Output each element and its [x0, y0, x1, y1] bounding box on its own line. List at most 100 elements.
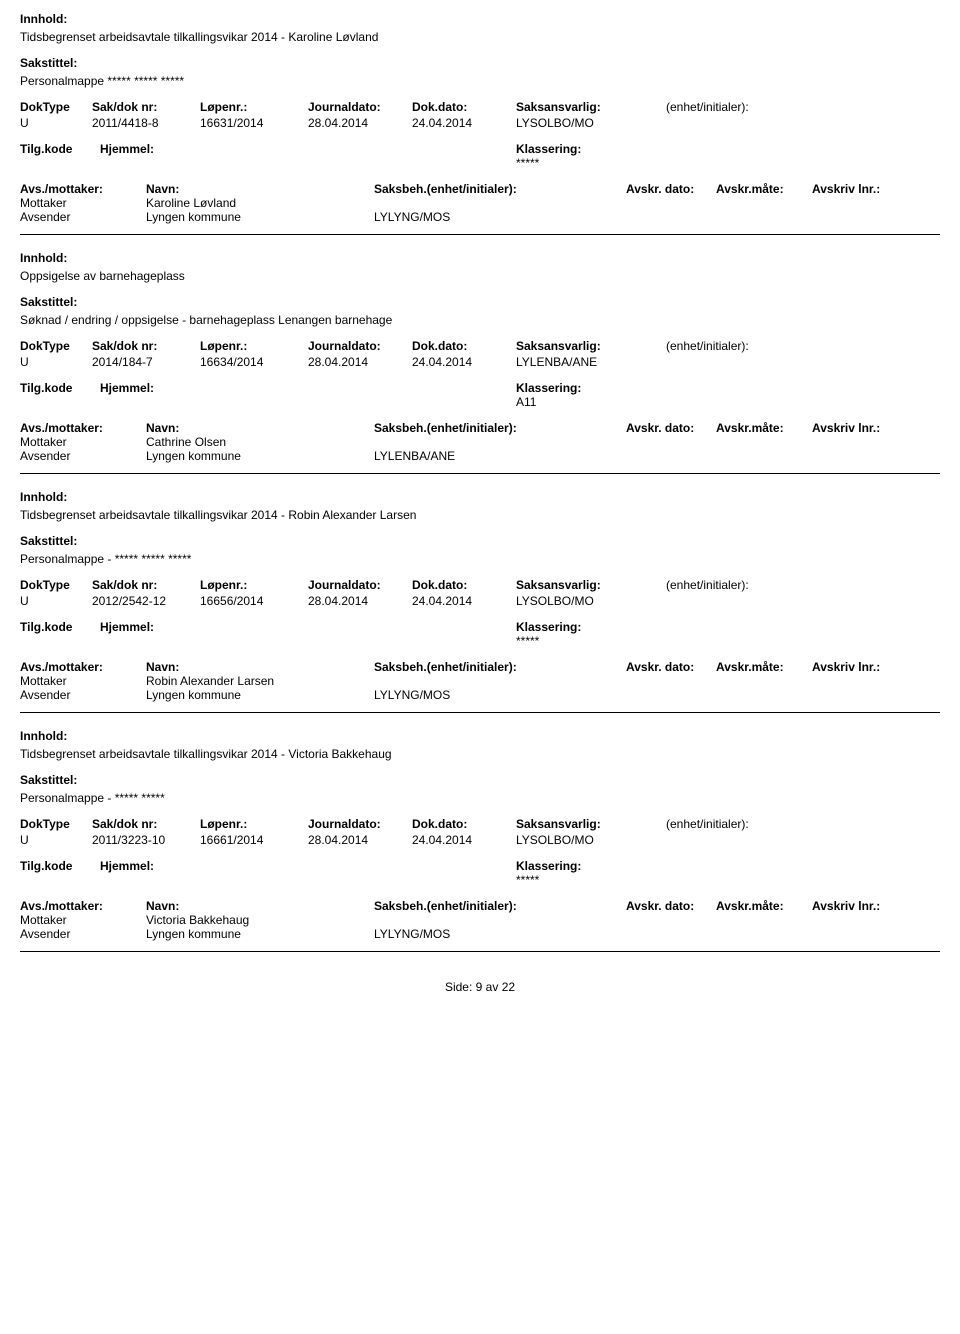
record: Innhold: Oppsigelse av barnehageplass Sa…	[20, 251, 940, 474]
enhet-label: (enhet/initialer):	[666, 817, 940, 831]
class-header-row: Tilg.kode Hjemmel: Klassering:	[20, 620, 940, 634]
tilgkode-value	[20, 395, 100, 409]
navn-label: Navn:	[146, 660, 374, 674]
avskrdato-label: Avskr. dato:	[626, 182, 716, 196]
record: Innhold: Tidsbegrenset arbeidsavtale til…	[20, 490, 940, 713]
sakstittel-value: Personalmappe - ***** ***** *****	[20, 552, 940, 566]
saksansvarlig-value: LYLENBA/ANE	[516, 355, 666, 369]
tilgkode-label: Tilg.kode	[20, 142, 100, 156]
doktype-label: DokType	[20, 339, 92, 353]
avskrivlnr-label: Avskriv lnr.:	[812, 421, 940, 435]
avskrivlnr-label: Avskriv lnr.:	[812, 660, 940, 674]
avsmottaker-label: Avs./mottaker:	[20, 182, 146, 196]
sakstittel-value: Personalmappe - ***** *****	[20, 791, 940, 805]
journaldato-value: 28.04.2014	[308, 594, 412, 608]
sakdok-label: Sak/dok nr:	[92, 100, 200, 114]
avsender-row: Avsender Lyngen kommune LYLYNG/MOS	[20, 927, 940, 941]
saksansvarlig-value: LYSOLBO/MO	[516, 116, 666, 130]
mottaker-role: Mottaker	[20, 196, 146, 210]
sakdok-value: 2011/3223-10	[92, 833, 200, 847]
hjemmel-label: Hjemmel:	[100, 381, 200, 395]
party-header-row: Avs./mottaker: Navn: Saksbeh.(enhet/init…	[20, 182, 940, 196]
saksansvarlig-value: LYSOLBO/MO	[516, 594, 666, 608]
klassering-label: Klassering:	[516, 381, 656, 395]
navn-label: Navn:	[146, 421, 374, 435]
journaldato-value: 28.04.2014	[308, 116, 412, 130]
avsender-code: LYLYNG/MOS	[374, 688, 626, 702]
avsender-code: LYLYNG/MOS	[374, 927, 626, 941]
footer-sep: av	[486, 980, 499, 994]
innhold-label: Innhold:	[20, 251, 940, 265]
hjemmel-label: Hjemmel:	[100, 142, 200, 156]
mottaker-navn: Robin Alexander Larsen	[146, 674, 374, 688]
enhet-value	[666, 833, 940, 847]
avskrdato-label: Avskr. dato:	[626, 660, 716, 674]
innhold-value: Oppsigelse av barnehageplass	[20, 269, 940, 283]
lopenr-value: 16661/2014	[200, 833, 308, 847]
mottaker-role: Mottaker	[20, 913, 146, 927]
journaldato-value: 28.04.2014	[308, 833, 412, 847]
lopenr-value: 16631/2014	[200, 116, 308, 130]
sakdok-label: Sak/dok nr:	[92, 578, 200, 592]
avskrmate-label: Avskr.måte:	[716, 899, 812, 913]
dokdato-value: 24.04.2014	[412, 355, 516, 369]
doc-value-row: U 2011/3223-10 16661/2014 28.04.2014 24.…	[20, 833, 940, 847]
record: Innhold: Tidsbegrenset arbeidsavtale til…	[20, 12, 940, 235]
footer-label: Side:	[445, 980, 472, 994]
avsmottaker-label: Avs./mottaker:	[20, 660, 146, 674]
mottaker-row: Mottaker Victoria Bakkehaug	[20, 913, 940, 927]
klassering-label: Klassering:	[516, 620, 656, 634]
doc-header-row: DokType Sak/dok nr: Løpenr.: Journaldato…	[20, 339, 940, 353]
avskrmate-label: Avskr.måte:	[716, 421, 812, 435]
saksbeh-label: Saksbeh.(enhet/initialer):	[374, 421, 626, 435]
record: Innhold: Tidsbegrenset arbeidsavtale til…	[20, 729, 940, 952]
mottaker-navn: Victoria Bakkehaug	[146, 913, 374, 927]
journaldato-value: 28.04.2014	[308, 355, 412, 369]
doc-value-row: U 2014/184-7 16634/2014 28.04.2014 24.04…	[20, 355, 940, 369]
dokdato-value: 24.04.2014	[412, 116, 516, 130]
lopenr-value: 16634/2014	[200, 355, 308, 369]
dokdato-label: Dok.dato:	[412, 100, 516, 114]
mottaker-role: Mottaker	[20, 435, 146, 449]
avsender-role: Avsender	[20, 449, 146, 463]
avskrmate-label: Avskr.måte:	[716, 660, 812, 674]
avskrdato-label: Avskr. dato:	[626, 899, 716, 913]
mottaker-row: Mottaker Cathrine Olsen	[20, 435, 940, 449]
mottaker-navn: Karoline Løvland	[146, 196, 374, 210]
hjemmel-value	[100, 395, 200, 409]
enhet-value	[666, 594, 940, 608]
dokdato-label: Dok.dato:	[412, 578, 516, 592]
footer-total: 22	[502, 980, 515, 994]
party-header-row: Avs./mottaker: Navn: Saksbeh.(enhet/init…	[20, 421, 940, 435]
class-value-row: A11	[20, 395, 940, 409]
class-value-row: *****	[20, 873, 940, 887]
sakdok-value: 2012/2542-12	[92, 594, 200, 608]
mottaker-row: Mottaker Robin Alexander Larsen	[20, 674, 940, 688]
saksbeh-label: Saksbeh.(enhet/initialer):	[374, 660, 626, 674]
sakdok-value: 2011/4418-8	[92, 116, 200, 130]
klassering-value: A11	[516, 395, 656, 409]
lopenr-label: Løpenr.:	[200, 100, 308, 114]
avskrdato-label: Avskr. dato:	[626, 421, 716, 435]
class-header-row: Tilg.kode Hjemmel: Klassering:	[20, 381, 940, 395]
sakstittel-label: Sakstittel:	[20, 773, 940, 787]
lopenr-value: 16656/2014	[200, 594, 308, 608]
doc-header-row: DokType Sak/dok nr: Løpenr.: Journaldato…	[20, 578, 940, 592]
sakdok-value: 2014/184-7	[92, 355, 200, 369]
innhold-label: Innhold:	[20, 12, 940, 26]
avsender-code: LYLYNG/MOS	[374, 210, 626, 224]
klassering-value: *****	[516, 156, 656, 170]
saksansvarlig-label: Saksansvarlig:	[516, 578, 666, 592]
dokdato-label: Dok.dato:	[412, 817, 516, 831]
page-footer: Side: 9 av 22	[20, 980, 940, 994]
klassering-label: Klassering:	[516, 859, 656, 873]
navn-label: Navn:	[146, 899, 374, 913]
doc-header-row: DokType Sak/dok nr: Løpenr.: Journaldato…	[20, 100, 940, 114]
saksansvarlig-value: LYSOLBO/MO	[516, 833, 666, 847]
sakstittel-label: Sakstittel:	[20, 534, 940, 548]
party-header-row: Avs./mottaker: Navn: Saksbeh.(enhet/init…	[20, 899, 940, 913]
avsender-navn: Lyngen kommune	[146, 927, 374, 941]
lopenr-label: Løpenr.:	[200, 339, 308, 353]
lopenr-label: Løpenr.:	[200, 817, 308, 831]
avsender-role: Avsender	[20, 210, 146, 224]
